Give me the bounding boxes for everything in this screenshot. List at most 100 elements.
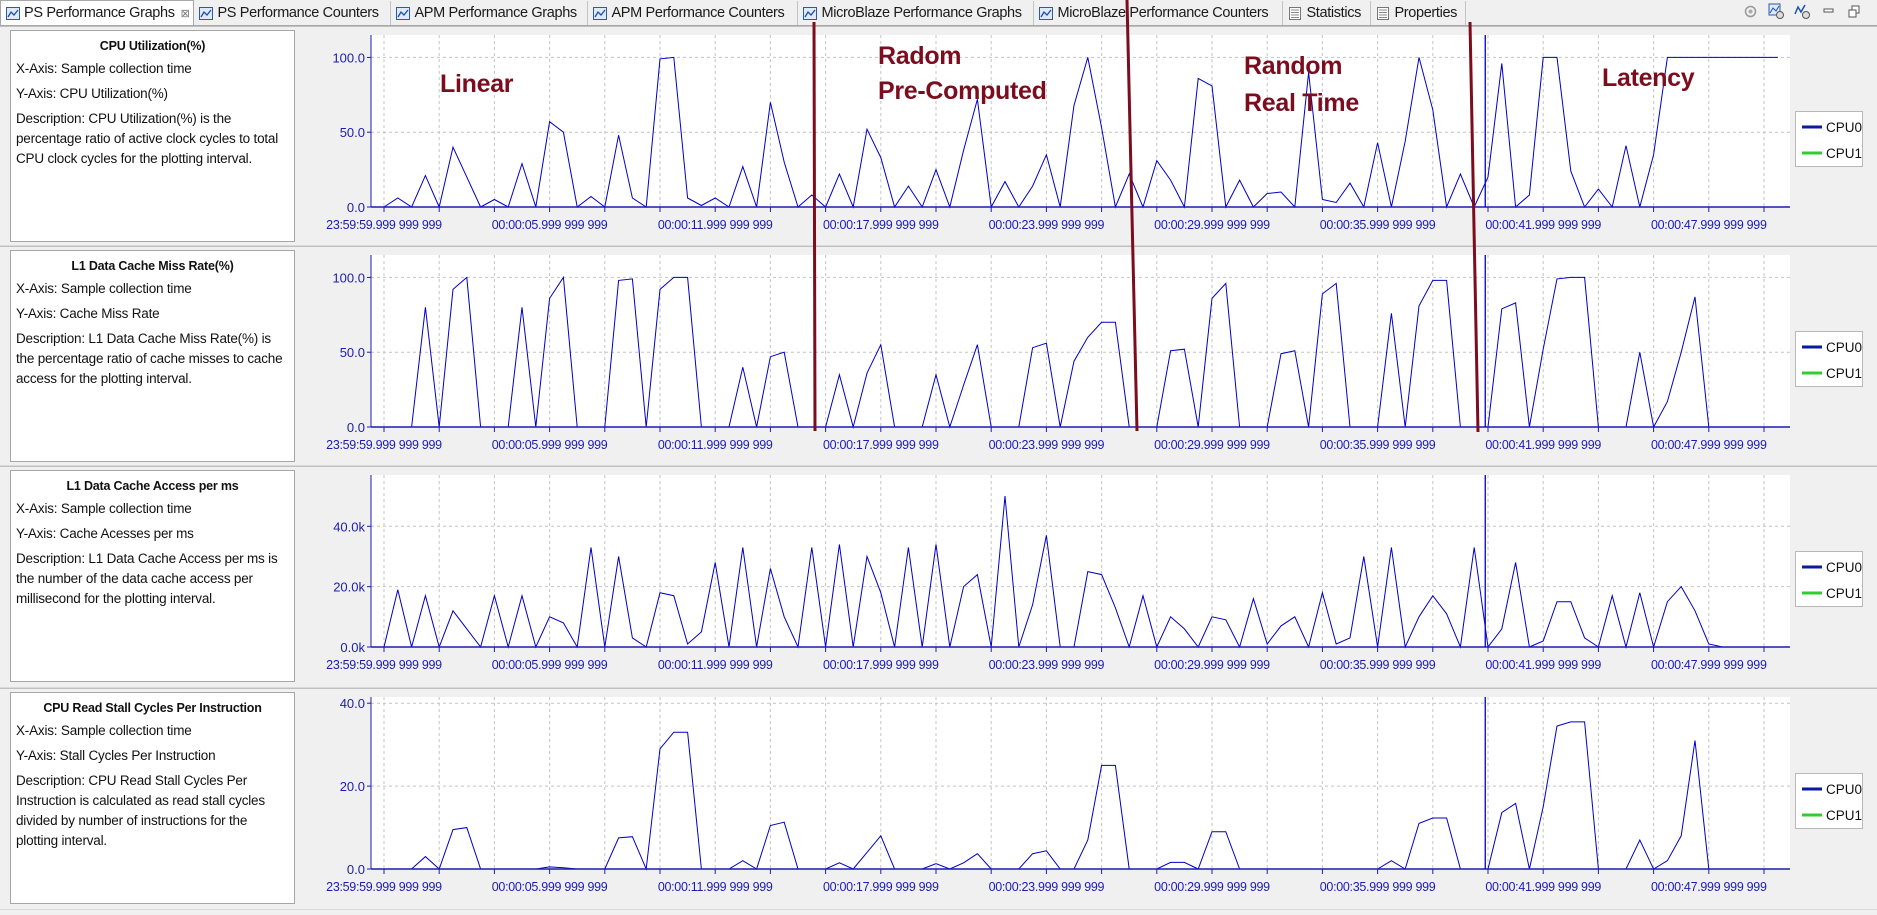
- x-tick-label: 00:00:35.999 999 999: [1320, 880, 1436, 894]
- x-tick-label: 00:00:17.999 999 999: [823, 218, 939, 232]
- x-tick-label: 00:00:29.999 999 999: [1154, 218, 1270, 232]
- tab-statistics[interactable]: Statistics: [1283, 1, 1372, 25]
- view-toolbar: [1742, 3, 1863, 20]
- tab-microblaze-performance-graphs[interactable]: MicroBlaze Performance Graphs: [798, 1, 1035, 25]
- x-tick-label: 00:00:05.999 999 999: [492, 438, 608, 452]
- annotation-random-precomputed-line1: Radom: [878, 42, 962, 70]
- y-axis-info: Y-Axis: CPU Utilization(%): [16, 86, 168, 101]
- tab-microblaze-performance-counters[interactable]: MicroBlaze Performance Counters: [1034, 1, 1284, 25]
- y-tick-label: 40.0k: [333, 519, 365, 534]
- x-tick-label: 00:00:05.999 999 999: [492, 218, 608, 232]
- tab-ps-performance-graphs[interactable]: PS Performance Graphs ⊠: [0, 0, 195, 25]
- graph-settings-icon[interactable]: [1768, 3, 1785, 20]
- chart-legend: CPU0 CPU1: [1795, 773, 1863, 829]
- tab-ps-performance-counters[interactable]: PS Performance Counters: [194, 1, 392, 25]
- x-tick-label: 00:00:23.999 999 999: [989, 658, 1105, 672]
- chart-legend: CPU0 CPU1: [1795, 551, 1863, 607]
- graph-panel-cpu-utilization: CPU Utilization(%) X-Axis: Sample collec…: [0, 26, 1877, 246]
- minimize-icon[interactable]: [1820, 3, 1837, 20]
- x-tick-label: 00:00:29.999 999 999: [1154, 880, 1270, 894]
- plot-area: [371, 35, 1790, 207]
- x-tick-label: 00:00:05.999 999 999: [492, 880, 608, 894]
- tab-label: Statistics: [1306, 5, 1361, 21]
- counter-settings-icon[interactable]: [1794, 3, 1811, 20]
- x-tick-label: 23:59:59.999 999 999: [326, 658, 442, 672]
- legend-label-cpu0: CPU0: [1826, 782, 1862, 797]
- x-tick-label: 00:00:41.999 999 999: [1485, 438, 1601, 452]
- cpu-utilization-chart[interactable]: 0.0 50.0 100.0 23:59:59.999 999 999 00:00:05…: [300, 27, 1877, 247]
- y-axis-info: Y-Axis: Stall Cycles Per Instruction: [16, 748, 216, 763]
- tab-apm-performance-graphs[interactable]: APM Performance Graphs: [391, 1, 589, 25]
- x-tick-label: 00:00:47.999 999 999: [1651, 438, 1767, 452]
- plot-area: [371, 697, 1790, 869]
- x-tick-label: 00:00:17.999 999 999: [823, 658, 939, 672]
- x-tick-label: 23:59:59.999 999 999: [326, 218, 442, 232]
- l1-access-chart[interactable]: 0.0k 20.0k 40.0k 23:59:59.999 999 999 00:00:…: [300, 467, 1877, 687]
- maximize-icon[interactable]: [1846, 3, 1863, 20]
- y-axis-info: Y-Axis: Cache Miss Rate: [16, 306, 160, 321]
- graph-description: L1 Data Cache Miss Rate(%) X-Axis: Sampl…: [10, 250, 295, 462]
- x-axis-info: X-Axis: Sample collection time: [16, 281, 192, 296]
- series-line-cpu0: [384, 721, 1723, 871]
- x-tick-label: 00:00:11.999 999 999: [658, 880, 773, 894]
- tab-label: PS Performance Counters: [217, 5, 379, 21]
- y-tick-label: 0.0k: [340, 640, 365, 655]
- x-axis-info: X-Axis: Sample collection time: [16, 61, 192, 76]
- x-tick-label: 23:59:59.999 999 999: [326, 880, 442, 894]
- x-tick-label: 00:00:35.999 999 999: [1320, 438, 1436, 452]
- tab-label: APM Performance Counters: [611, 5, 785, 21]
- legend-label-cpu1: CPU1: [1826, 586, 1862, 601]
- series-line-cpu0: [383, 496, 1723, 649]
- graph-title: CPU Utilization(%): [99, 39, 206, 53]
- chart-icon: [199, 6, 214, 20]
- close-icon[interactable]: ⊠: [180, 7, 190, 20]
- y-tick-label: 100.0: [332, 270, 365, 285]
- tab-label: MicroBlaze Performance Graphs: [821, 5, 1022, 21]
- x-tick-label: 00:00:17.999 999 999: [823, 880, 939, 894]
- series-line-cpu0: [383, 56, 1778, 209]
- y-tick-label: 20.0k: [333, 580, 365, 595]
- y-tick-label: 20.0: [340, 779, 365, 794]
- graph-panel-read-stall: CPU Read Stall Cycles Per Instruction X-…: [0, 688, 1877, 910]
- chart-icon: [396, 6, 411, 20]
- x-tick-label: 00:00:23.999 999 999: [989, 438, 1105, 452]
- description-text: Description: L1 Data Cache Access per ms…: [16, 551, 278, 606]
- l1-miss-rate-chart[interactable]: 0.0 50.0 100.0 23:59:59.999 999 999 00:00:05…: [300, 247, 1877, 467]
- editor-tab-bar: PS Performance Graphs ⊠ PS Performance C…: [0, 0, 1877, 26]
- legend-label-cpu0: CPU0: [1826, 560, 1862, 575]
- annotation-random-precomputed-line2: Pre-Computed: [878, 77, 1047, 105]
- x-tick-label: 00:00:23.999 999 999: [989, 218, 1105, 232]
- x-tick-label: 00:00:17.999 999 999: [823, 438, 939, 452]
- y-tick-label: 50.0: [340, 125, 365, 140]
- table-icon: [1289, 6, 1302, 20]
- graph-panel-l1-access: L1 Data Cache Access per ms X-Axis: Samp…: [0, 466, 1877, 688]
- x-tick-label: 00:00:41.999 999 999: [1485, 880, 1601, 894]
- table-icon: [1377, 6, 1390, 20]
- read-stall-chart[interactable]: 0.0 20.0 40.0 23:59:59.999 999 999 00:00:05.…: [300, 689, 1877, 909]
- description-text: Description: L1 Data Cache Miss Rate(%) …: [16, 331, 283, 386]
- graph-description: CPU Read Stall Cycles Per Instruction X-…: [10, 692, 295, 904]
- description-text: Description: CPU Utilization(%) is the p…: [16, 111, 279, 166]
- x-tick-label: 00:00:11.999 999 999: [658, 438, 773, 452]
- x-tick-label: 00:00:05.999 999 999: [492, 658, 608, 672]
- tab-apm-performance-counters[interactable]: APM Performance Counters: [588, 1, 799, 25]
- legend-label-cpu1: CPU1: [1826, 146, 1862, 161]
- view-icon[interactable]: [1742, 3, 1759, 20]
- y-tick-label: 100.0: [332, 50, 365, 65]
- x-tick-label: 00:00:47.999 999 999: [1651, 218, 1767, 232]
- plot-area: [371, 255, 1790, 427]
- y-axis-info: Y-Axis: Cache Acesses per ms: [16, 526, 194, 541]
- x-tick-label: 00:00:29.999 999 999: [1154, 658, 1270, 672]
- legend-label-cpu0: CPU0: [1826, 340, 1862, 355]
- x-axis-info: X-Axis: Sample collection time: [16, 501, 192, 516]
- legend-label-cpu1: CPU1: [1826, 366, 1862, 381]
- x-tick-label: 00:00:35.999 999 999: [1320, 658, 1436, 672]
- graph-description: CPU Utilization(%) X-Axis: Sample collec…: [10, 30, 295, 242]
- description-text: Description: CPU Read Stall Cycles Per I…: [16, 773, 265, 848]
- tab-label: PS Performance Graphs: [24, 5, 175, 21]
- y-tick-label: 0.0: [347, 200, 365, 215]
- x-tick-label: 00:00:47.999 999 999: [1651, 658, 1767, 672]
- chart-icon: [593, 6, 608, 20]
- chart-icon: [1039, 6, 1054, 20]
- tab-properties[interactable]: Properties: [1371, 1, 1467, 25]
